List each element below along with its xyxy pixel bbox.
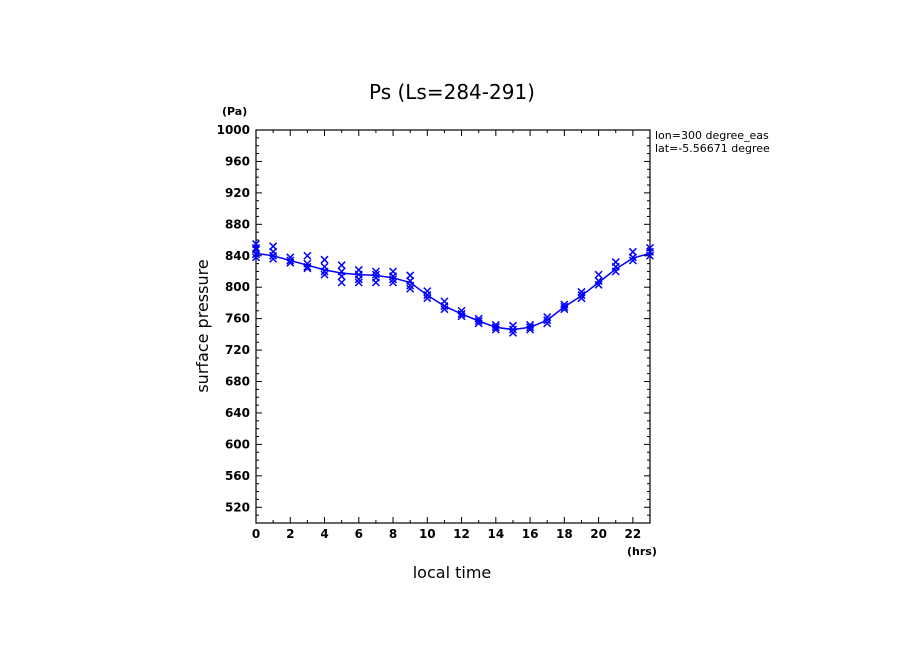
x-tick-label: 20 [590, 527, 607, 541]
data-point-marker [303, 264, 312, 273]
data-point-marker [354, 275, 363, 284]
data-point-marker [286, 256, 295, 265]
data-point-marker [440, 305, 449, 314]
data-point-marker [474, 316, 483, 326]
data-point-marker [440, 302, 449, 311]
data-point-marker [303, 262, 312, 271]
y-tick-label: 600 [225, 437, 250, 451]
data-point-marker [320, 267, 329, 276]
data-point-marker [577, 287, 586, 296]
data-point-marker [251, 253, 261, 262]
data-point-marker [389, 278, 398, 287]
data-point-marker [371, 267, 380, 276]
data-point-marker [389, 275, 398, 284]
data-point-marker [594, 280, 603, 289]
x-tick-label: 4 [320, 527, 328, 541]
data-point-marker [303, 251, 312, 260]
mean-pressure-line [255, 252, 651, 331]
data-point-marker [251, 250, 261, 259]
data-point-marker [286, 258, 295, 267]
data-point-marker [423, 294, 432, 303]
data-point-marker [337, 261, 346, 270]
y-tick-label: 560 [225, 469, 250, 483]
y-tick-label: 720 [225, 343, 250, 357]
data-point-marker [320, 270, 329, 279]
longitude-annotation: lon=300 degree_eas [655, 129, 769, 142]
data-point-marker [611, 267, 620, 276]
x-tick-label: 0 [252, 527, 260, 541]
x-tick-label: 18 [556, 527, 573, 541]
data-point-marker [389, 272, 398, 281]
data-point-marker [526, 325, 535, 334]
data-point-marker [457, 309, 466, 318]
data-point-marker [337, 272, 346, 281]
x-tick-label: 6 [355, 527, 363, 541]
data-point-marker [628, 256, 637, 265]
data-point-marker [269, 254, 278, 263]
x-tick-label: 22 [625, 527, 642, 541]
data-point-marker [423, 291, 432, 300]
y-tick-label: 520 [225, 500, 250, 514]
x-tick-label: 12 [453, 527, 470, 541]
x-unit-label: (hrs) [627, 545, 657, 558]
data-point-marker [371, 270, 380, 279]
y-axis-label: surface pressure [193, 259, 212, 392]
data-point-marker [337, 278, 346, 287]
y-tick-label: 960 [225, 154, 250, 168]
latitude-annotation: lat=-5.56671 degree [655, 142, 770, 155]
data-point-marker [491, 325, 500, 334]
data-point-marker [491, 323, 500, 332]
data-point-marker [577, 291, 586, 300]
data-point-marker [474, 319, 483, 328]
data-point-marker [320, 255, 329, 264]
x-tick-label: 2 [286, 527, 294, 541]
data-point-marker [371, 278, 380, 287]
y-tick-label: 680 [225, 375, 250, 389]
data-point-marker [560, 302, 569, 311]
plot-frame [255, 129, 651, 524]
data-point-marker [543, 316, 552, 325]
y-tick-label: 640 [225, 406, 250, 420]
y-unit-label: (Pa) [222, 105, 247, 118]
data-point-marker [251, 243, 261, 252]
data-point-marker [628, 253, 637, 262]
data-point-marker [406, 281, 415, 290]
y-tick-label: 920 [225, 186, 250, 200]
data-point-marker [543, 313, 552, 322]
x-tick-label: 16 [522, 527, 539, 541]
x-tick-label: 14 [487, 527, 504, 541]
x-tick-label: 10 [419, 527, 436, 541]
data-point-marker [269, 251, 278, 260]
x-tick-label: 8 [389, 527, 397, 541]
y-tick-label: 760 [225, 312, 250, 326]
data-point-marker [508, 325, 517, 334]
x-axis-label: local time [413, 563, 492, 582]
data-point-marker [457, 312, 466, 321]
y-tick-label: 1000 [217, 123, 250, 137]
data-point-marker [354, 278, 363, 287]
y-tick-label: 840 [225, 249, 250, 263]
data-point-marker [508, 328, 517, 337]
data-point-marker [526, 323, 535, 332]
data-point-marker [406, 284, 415, 293]
data-point-marker [577, 294, 586, 303]
data-point-marker [645, 251, 655, 260]
data-point-marker [543, 319, 552, 328]
y-tick-label: 800 [225, 280, 250, 294]
y-tick-label: 880 [225, 217, 250, 231]
data-point-marker [594, 270, 603, 279]
chart-title: Ps (Ls=284-291) [369, 80, 535, 104]
data-point-marker [560, 305, 569, 314]
